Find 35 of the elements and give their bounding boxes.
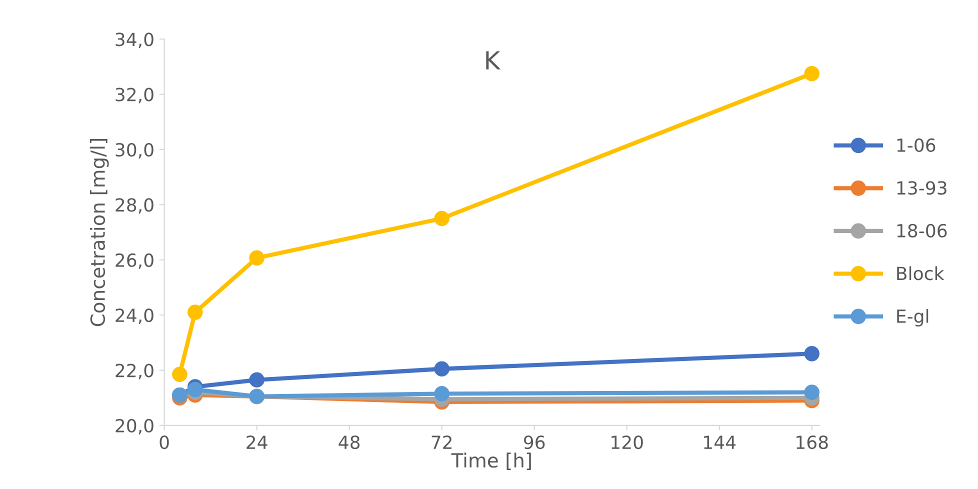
point bbox=[188, 304, 203, 320]
y-tick-label: 24,0 bbox=[116, 308, 154, 324]
x-tick-label: 168 bbox=[796, 435, 828, 450]
point bbox=[804, 346, 820, 362]
x-axis-title: Time [h] bbox=[451, 452, 531, 470]
legend-label: 13-93 bbox=[897, 181, 946, 195]
legend-label: 1-06 bbox=[897, 138, 936, 152]
point bbox=[188, 382, 203, 398]
point bbox=[804, 66, 820, 82]
x-tick-label: 120 bbox=[612, 435, 643, 450]
y-tick-label: 28,0 bbox=[116, 198, 154, 214]
y-tick-label: 30,0 bbox=[116, 142, 154, 158]
legend-label: 18-06 bbox=[897, 224, 947, 238]
point bbox=[804, 384, 820, 400]
point bbox=[172, 366, 188, 382]
x-tick-label: 144 bbox=[704, 436, 736, 449]
y-tick-label: 32,0 bbox=[116, 88, 154, 104]
point bbox=[249, 372, 264, 388]
x-tick-label: 0 bbox=[160, 435, 169, 450]
legend-label: E-gl bbox=[897, 309, 928, 327]
x-tick-label: 72 bbox=[432, 435, 452, 449]
point bbox=[434, 361, 450, 376]
x-tick-label: 24 bbox=[246, 435, 268, 449]
point bbox=[434, 386, 450, 402]
chart-title: K bbox=[486, 51, 501, 70]
y-tick-label: 20,0 bbox=[116, 418, 154, 434]
y-tick-label: 26,0 bbox=[116, 253, 154, 269]
y-axis-title: Concetration [mg/l] bbox=[90, 139, 109, 326]
legend-label: Block bbox=[897, 266, 944, 280]
point bbox=[249, 250, 264, 266]
y-tick-label: 34,0 bbox=[116, 32, 154, 48]
x-tick-label: 96 bbox=[524, 435, 545, 450]
y-tick-label: 22,0 bbox=[116, 364, 154, 380]
x-tick-label: 48 bbox=[338, 435, 360, 450]
point bbox=[434, 210, 450, 226]
